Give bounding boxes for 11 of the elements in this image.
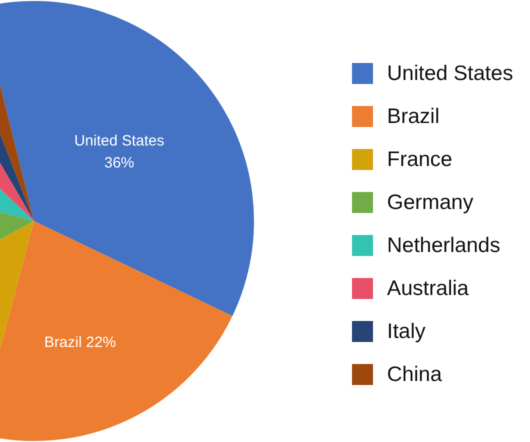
data-label: 36%	[104, 154, 134, 172]
legend-label: Brazil	[387, 104, 440, 128]
legend-label: Italy	[387, 320, 426, 344]
legend-label: United States	[387, 62, 514, 86]
slice-label: United States	[74, 132, 164, 150]
legend-label: France	[387, 148, 452, 172]
legend-label: Germany	[387, 190, 474, 214]
category-label: Brazil 22%	[44, 334, 116, 351]
legend-label: Netherlands	[387, 234, 500, 258]
legend-label: China	[387, 362, 442, 386]
legend-label: Australia	[387, 276, 469, 300]
